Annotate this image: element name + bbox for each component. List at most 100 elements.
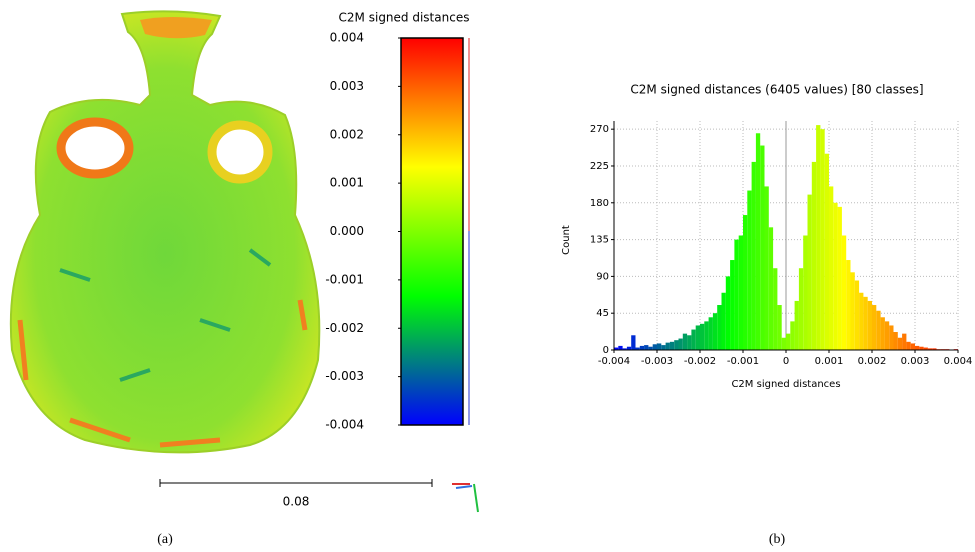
bar	[872, 305, 877, 350]
bar	[721, 292, 726, 350]
bar	[790, 321, 795, 350]
bar	[859, 292, 864, 350]
x-tick-label: 0	[783, 356, 789, 367]
bar	[837, 206, 842, 350]
bar	[725, 276, 731, 350]
bar	[665, 342, 670, 350]
y-tick-label: 135	[590, 235, 609, 246]
colorbar-title: C2M signed distances	[339, 11, 470, 25]
tick-label: -0.004	[325, 418, 364, 432]
bar	[631, 335, 636, 350]
bar	[915, 345, 920, 350]
tick-label: 0.001	[330, 176, 364, 190]
x-tick-label: 0.001	[815, 356, 844, 367]
bar	[704, 321, 709, 350]
bar	[687, 335, 692, 350]
x-tick-label: -0.003	[641, 356, 673, 367]
bar	[850, 272, 855, 350]
bar	[734, 239, 739, 350]
bar	[841, 235, 847, 350]
bar	[884, 321, 890, 350]
colorbar	[400, 37, 464, 426]
bar	[764, 186, 769, 350]
bar	[622, 348, 627, 350]
bar	[691, 329, 696, 350]
bar	[816, 125, 821, 350]
bar	[639, 345, 645, 350]
bar	[906, 341, 911, 350]
y-tick-label: 225	[590, 161, 609, 172]
y-tick-label: 0	[603, 345, 609, 356]
bar	[712, 313, 718, 350]
bar	[867, 300, 872, 350]
bar	[773, 268, 778, 350]
bar	[863, 296, 868, 350]
bar	[902, 333, 907, 350]
x-tick-label: -0.001	[727, 356, 759, 367]
tick-label: -0.001	[325, 272, 364, 286]
bar	[751, 161, 756, 350]
bar	[777, 305, 782, 350]
tick-label: 0.002	[330, 127, 364, 141]
bar	[794, 300, 799, 350]
bar	[919, 346, 924, 350]
bar	[932, 348, 937, 350]
x-axis-label: C2M signed distances	[731, 379, 840, 390]
x-tick-label: 0.004	[944, 356, 973, 367]
bar	[910, 343, 915, 350]
bar	[923, 347, 928, 350]
bar	[743, 215, 748, 350]
bar	[717, 305, 722, 350]
bar	[614, 347, 619, 350]
bar	[897, 337, 903, 350]
bar	[657, 343, 662, 350]
bar	[661, 345, 666, 350]
bar	[644, 345, 649, 350]
bar	[893, 332, 898, 350]
x-tick-label: 0.003	[901, 356, 930, 367]
axis-gizmo	[452, 483, 479, 513]
scale-bar	[159, 479, 433, 487]
bar	[730, 260, 735, 350]
y-tick-label: 45	[596, 308, 609, 319]
bar	[829, 186, 834, 350]
bar	[889, 325, 894, 350]
bar	[678, 338, 683, 350]
bar	[807, 194, 812, 350]
y-tick-label: 90	[596, 271, 609, 282]
tick-label: -0.002	[325, 321, 364, 335]
y-tick-label: 180	[590, 198, 609, 209]
bar	[747, 190, 752, 350]
bar	[803, 235, 808, 350]
bar	[738, 235, 743, 350]
x-tick-label: -0.004	[598, 356, 630, 367]
bar	[927, 348, 933, 350]
bar	[786, 333, 791, 350]
tick-label: -0.003	[325, 369, 364, 383]
scale-bar-label: 0.08	[283, 495, 310, 509]
bar	[682, 333, 688, 350]
caption: (b)	[769, 532, 786, 547]
bar	[635, 347, 640, 350]
bar	[880, 317, 885, 350]
bar	[700, 323, 705, 350]
bar	[824, 153, 829, 350]
bar	[760, 145, 765, 350]
bar	[626, 346, 632, 350]
bar	[708, 317, 713, 350]
bar	[798, 268, 804, 350]
bar	[768, 227, 774, 350]
tick-label: 0.004	[330, 31, 364, 45]
y-axis-label: Count	[561, 225, 572, 255]
vase-render	[9, 10, 321, 454]
x-tick-label: -0.002	[684, 356, 716, 367]
histogram-title: C2M signed distances (6405 values) [80 c…	[630, 83, 923, 97]
bar	[648, 346, 653, 350]
caption: (a)	[157, 532, 173, 547]
bar	[669, 341, 675, 350]
bar	[781, 337, 786, 350]
bar	[755, 133, 761, 350]
tick-label: 0.000	[330, 224, 364, 238]
tick-label: 0.003	[330, 79, 364, 93]
bar	[695, 325, 700, 350]
